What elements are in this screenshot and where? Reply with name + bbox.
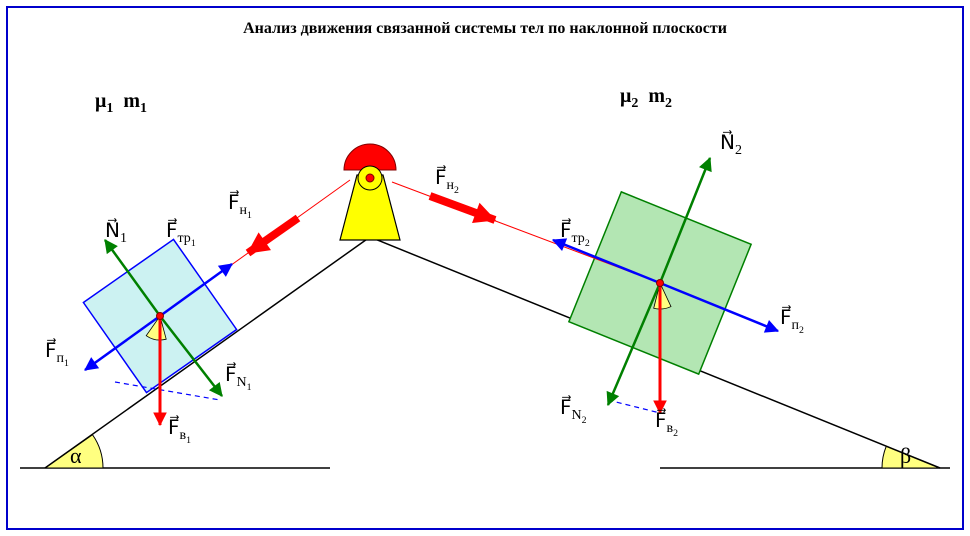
label-FN1: F⃗N1 [225, 362, 252, 393]
label-N1: N⃗1 [105, 218, 127, 247]
label-Fh2: F⃗н2 [435, 165, 459, 196]
label-N2: N⃗2 [720, 130, 742, 159]
label-mu1m1: μ1 m1 [95, 90, 147, 117]
label-Ftr2: F⃗тр2 [560, 218, 590, 249]
label-beta: β [900, 443, 911, 469]
label-Fv1: F⃗в1 [168, 415, 191, 446]
label-Fh1: F⃗н1 [228, 190, 252, 221]
label-Ftr1: F⃗тр1 [166, 218, 196, 249]
label-FN2: F⃗N2 [560, 395, 587, 426]
diagram-title: Анализ движения связанной системы тел по… [0, 20, 970, 38]
diagram-frame [6, 6, 964, 530]
label-mu2m2: μ2 m2 [620, 85, 672, 112]
label-Fv2: F⃗в2 [655, 408, 678, 439]
label-alpha: α [70, 443, 82, 469]
label-Fp1: F⃗п1 [45, 338, 69, 369]
label-Fp2: F⃗п2 [780, 305, 804, 336]
